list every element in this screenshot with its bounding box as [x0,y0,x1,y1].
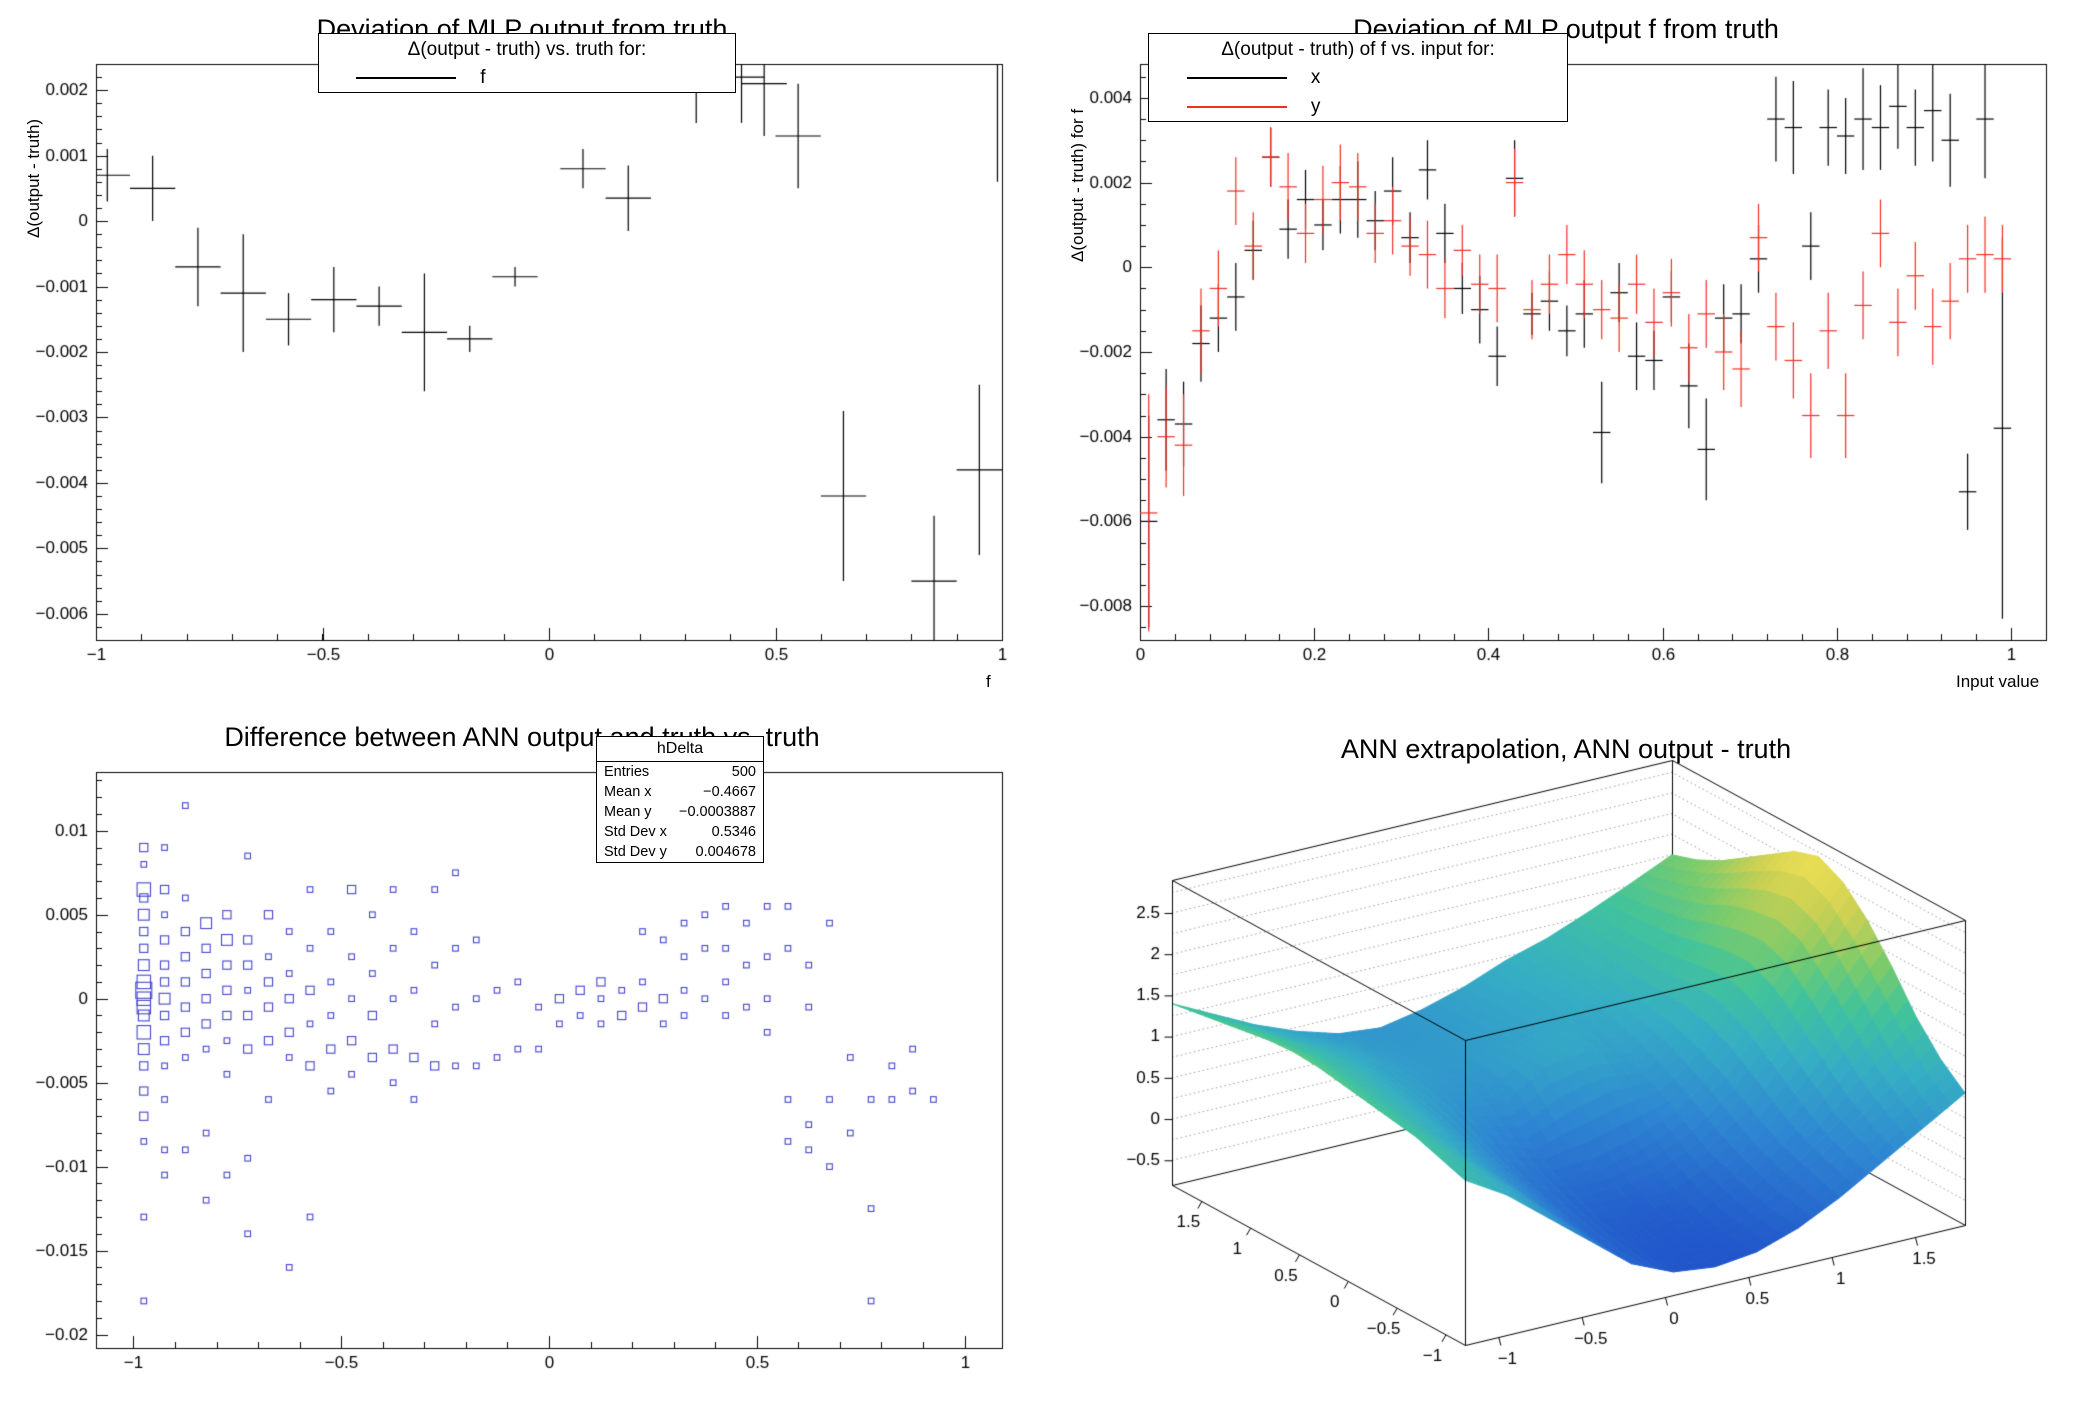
pad2-legend-label-x: x [1310,66,1321,88]
pad1-legend: Δ(output - truth) vs. truth for: f [318,33,736,93]
pad2-legend-header: Δ(output - truth) of f vs. input for: [1221,39,1495,60]
stats-value: 0.004678 [695,844,756,860]
pad-ann-extrapolation-surface: ANN extrapolation, ANN output - truth [1044,708,2088,1416]
stats-row-stddev-y: Std Dev y 0.004678 [597,842,763,862]
stats-row-entries: Entries 500 [597,762,763,782]
stats-row-mean-y: Mean y −0.0003887 [597,802,763,822]
pad2-legend-entry-x: x [1149,63,1567,92]
stats-value: −0.0003887 [678,804,756,820]
stats-value: 500 [731,764,756,780]
pad2-legend-sample-line-y [1186,105,1287,108]
stats-label: Entries [604,764,650,780]
pad2-legend-label-y: y [1310,95,1321,117]
pad1-legend-header: Δ(output - truth) vs. truth for: [407,39,647,60]
pad2-legend: Δ(output - truth) of f vs. input for: x … [1148,33,1568,122]
pad1-legend-sample-line [356,76,457,79]
pad-deviation-vs-input: Deviation of MLP output f from truth Δ(o… [1044,0,2088,708]
pad1-x-axis-title: f [986,672,991,691]
stats-label: Mean y [604,804,652,820]
stats-label: Std Dev y [604,844,667,860]
pad-deviation-vs-truth: Deviation of MLP output from truth Δ(out… [0,0,1044,708]
pad4-plot-canvas [1044,708,2088,1416]
stats-value: −0.4667 [703,784,756,800]
stats-label: Std Dev x [604,824,667,840]
stats-row-stddev-x: Std Dev x 0.5346 [597,822,763,842]
pad1-legend-label-f: f [480,66,486,88]
pad-delta-boxes: Difference between ANN output and truth … [0,708,1044,1416]
pad3-title: Difference between ANN output and truth … [224,722,820,752]
pad3-stats-title: hDelta [597,737,763,762]
pad1-plot-canvas [0,0,1044,708]
pad2-x-axis-title: Input value [1956,672,2040,691]
stats-value: 0.5346 [711,824,756,840]
pad3-stats-box: hDelta Entries 500 Mean x −0.4667 Mean y… [596,736,764,863]
pad4-title: ANN extrapolation, ANN output - truth [1340,734,1792,764]
stats-label: Mean x [604,784,652,800]
pad3-plot-canvas [0,708,1044,1416]
pad2-legend-sample-line-x [1186,76,1287,79]
stats-row-mean-x: Mean x −0.4667 [597,782,763,802]
pad2-legend-entry-y: y [1149,92,1567,121]
pad1-y-axis-title: Δ(output - truth) [24,118,43,238]
pad1-legend-entry-f: f [319,63,735,92]
pad2-y-axis-title: Δ(output - truth) for f [1068,108,1087,262]
